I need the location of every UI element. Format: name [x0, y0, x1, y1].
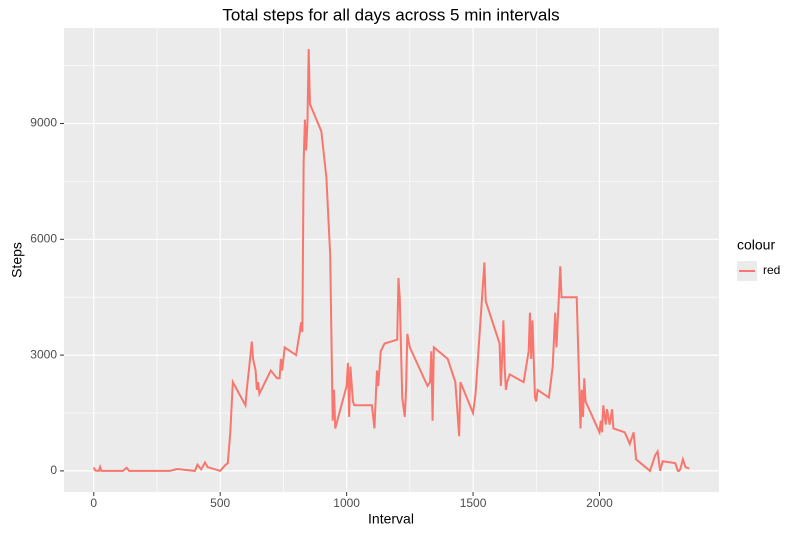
x-tick-label: 500 [210, 496, 230, 510]
x-tick-label: 0 [90, 496, 97, 510]
plot-panel [64, 28, 719, 492]
data-line [92, 49, 690, 473]
chart-title: Total steps for all days across 5 min in… [222, 5, 559, 24]
y-tick-label: 0 [50, 463, 57, 477]
y-tick-label: 9000 [30, 116, 57, 130]
x-tick-label: 2000 [586, 496, 613, 510]
x-tick-label: 1000 [333, 496, 360, 510]
y-tick-label: 6000 [30, 231, 57, 245]
y-tick-label: 3000 [30, 347, 57, 361]
legend-title: colour [737, 237, 775, 253]
y-axis-title: Steps [9, 242, 25, 278]
legend-label: red [763, 263, 780, 277]
x-tick-label: 1500 [460, 496, 487, 510]
x-axis-title: Interval [368, 511, 414, 527]
